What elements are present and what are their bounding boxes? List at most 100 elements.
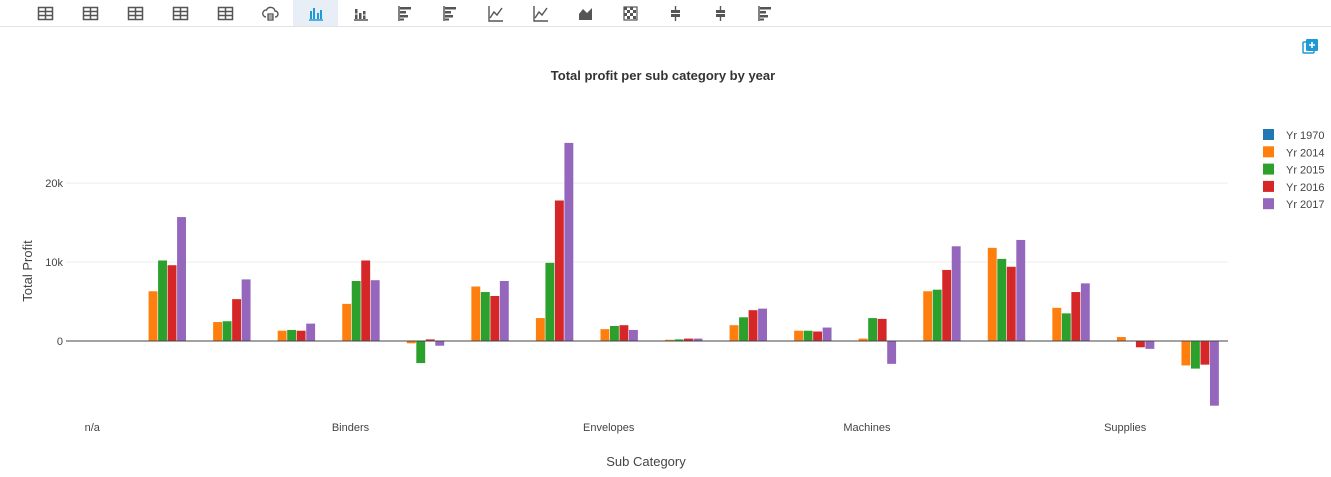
toolbar-button-cloud-db[interactable] — [248, 0, 293, 26]
bar[interactable] — [416, 340, 426, 364]
bar[interactable] — [758, 308, 767, 341]
bar[interactable] — [287, 329, 297, 341]
bar[interactable] — [665, 339, 674, 341]
toolbar-button-table[interactable] — [23, 0, 68, 26]
box-plot-icon — [671, 5, 680, 21]
bar[interactable] — [813, 331, 823, 341]
bar[interactable] — [729, 325, 739, 341]
bar[interactable] — [1116, 337, 1126, 341]
bar[interactable] — [306, 323, 316, 341]
toolbar-button-table[interactable] — [68, 0, 113, 26]
bar[interactable] — [1200, 340, 1210, 365]
bar[interactable] — [1080, 283, 1090, 341]
bar[interactable] — [277, 330, 287, 341]
bar[interactable] — [406, 340, 416, 344]
bar[interactable] — [480, 292, 490, 341]
bar[interactable] — [351, 280, 361, 341]
bar[interactable] — [425, 339, 435, 341]
bar[interactable] — [535, 318, 545, 341]
bar[interactable] — [471, 286, 481, 341]
bar[interactable] — [167, 265, 177, 341]
toolbar-button-horizontal-bar[interactable] — [428, 0, 473, 26]
toolbar-button-box-plot[interactable] — [653, 0, 698, 26]
bar[interactable] — [887, 340, 897, 364]
bar[interactable] — [1052, 307, 1062, 341]
bar[interactable] — [545, 262, 555, 341]
legend-swatch[interactable] — [1263, 198, 1274, 210]
bar[interactable] — [177, 217, 186, 341]
toolbar-button-box-plot[interactable] — [698, 0, 743, 26]
bar[interactable] — [600, 329, 610, 341]
bar[interactable] — [1071, 292, 1081, 341]
bar[interactable] — [361, 260, 371, 341]
toolbar-button-area-chart[interactable] — [563, 0, 608, 26]
bar[interactable] — [158, 260, 167, 341]
bar[interactable] — [693, 338, 703, 341]
bar[interactable] — [822, 327, 832, 341]
bar[interactable] — [674, 339, 684, 341]
toolbar-button-grouped-bar[interactable] — [293, 0, 338, 26]
bar[interactable] — [241, 279, 251, 341]
bar[interactable] — [1181, 340, 1191, 366]
bar[interactable] — [748, 310, 758, 341]
legend-label[interactable]: Yr 2016 — [1286, 182, 1325, 194]
bar[interactable] — [1006, 266, 1016, 341]
toolbar-button-stacked-bar[interactable] — [338, 0, 383, 26]
bar[interactable] — [370, 280, 380, 341]
bar[interactable] — [997, 258, 1007, 341]
add-to-dashboard-icon[interactable] — [1302, 38, 1319, 55]
bar[interactable] — [609, 325, 619, 341]
toolbar-button-line-chart[interactable] — [473, 0, 518, 26]
bar[interactable] — [951, 246, 961, 341]
bar[interactable] — [213, 322, 223, 341]
bar[interactable] — [232, 299, 242, 341]
toolbar-button-table[interactable] — [113, 0, 158, 26]
legend-label[interactable]: Yr 2017 — [1286, 199, 1325, 211]
bar[interactable] — [868, 318, 878, 341]
bar[interactable] — [942, 269, 952, 341]
bar[interactable] — [987, 247, 997, 341]
bar[interactable] — [342, 303, 352, 341]
bar[interactable] — [435, 340, 445, 346]
legend-label[interactable]: Yr 2014 — [1286, 147, 1325, 159]
bar[interactable] — [739, 317, 748, 341]
cloud-db-icon — [262, 6, 279, 21]
chart-type-toolbar — [0, 0, 1331, 27]
bar[interactable] — [684, 338, 693, 341]
toolbar-button-horizontal-bar[interactable] — [743, 0, 788, 26]
bar[interactable] — [222, 321, 232, 341]
bar[interactable] — [1190, 340, 1200, 369]
bar[interactable] — [1209, 340, 1219, 406]
toolbar-button-table[interactable] — [203, 0, 248, 26]
toolbar-button-heatmap[interactable] — [608, 0, 653, 26]
bar[interactable] — [628, 329, 638, 341]
bar[interactable] — [1061, 313, 1071, 341]
bar[interactable] — [923, 291, 933, 341]
toolbar-button-table[interactable] — [158, 0, 203, 26]
toolbar-button-line-chart[interactable] — [518, 0, 563, 26]
bar[interactable] — [1016, 239, 1026, 341]
legend-label[interactable]: Yr 1970 — [1286, 130, 1325, 142]
legend-label[interactable]: Yr 2015 — [1286, 165, 1325, 177]
legend-swatch[interactable] — [1263, 163, 1274, 175]
legend-swatch[interactable] — [1263, 146, 1274, 158]
bar[interactable] — [803, 330, 813, 341]
bar[interactable] — [794, 330, 804, 341]
bar[interactable] — [499, 280, 509, 341]
bar[interactable] — [877, 318, 887, 341]
bar[interactable] — [619, 325, 629, 341]
bar[interactable] — [148, 291, 158, 341]
heatmap-icon — [623, 5, 638, 21]
bar[interactable] — [490, 295, 500, 341]
legend-swatch[interactable] — [1263, 129, 1274, 140]
bar[interactable] — [554, 200, 564, 341]
table-icon — [127, 6, 144, 20]
bar[interactable] — [296, 330, 306, 341]
bar[interactable] — [932, 289, 942, 341]
bar[interactable] — [1145, 340, 1155, 349]
toolbar-button-horizontal-bar[interactable] — [383, 0, 428, 26]
bar[interactable] — [564, 142, 574, 341]
bar[interactable] — [858, 338, 868, 341]
legend-swatch[interactable] — [1263, 180, 1274, 192]
bar[interactable] — [1135, 340, 1145, 348]
